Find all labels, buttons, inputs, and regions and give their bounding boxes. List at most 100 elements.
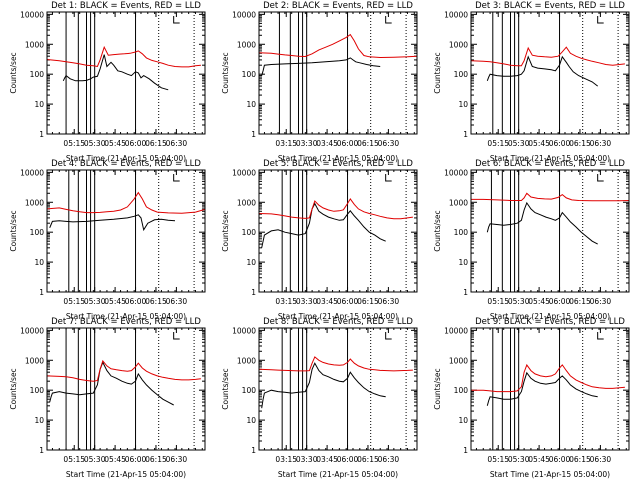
- lld-series-line: [46, 45, 201, 68]
- det-panel-5: Det 5: BLACK = Events, RED = LLD Start Ti…: [221, 159, 418, 321]
- plot-frame: [46, 327, 206, 451]
- plot-frame: [258, 327, 418, 451]
- x-tick-label: 06:30: [166, 297, 188, 306]
- y-tick-label: 100: [454, 386, 469, 395]
- y-tick-label: 1: [463, 130, 468, 139]
- x-tick-label: 06:00: [337, 139, 359, 148]
- x-tick-label: 06:15: [357, 455, 379, 464]
- y-tick-label: 100: [454, 70, 469, 79]
- bracket-glyph: [173, 16, 180, 24]
- x-tick-label: 05:15: [487, 297, 509, 306]
- x-tick-label: 03:15: [275, 455, 297, 464]
- y-tick-label: 100: [30, 228, 45, 237]
- y-tick-label: 1: [251, 130, 256, 139]
- y-tick-label: 10: [34, 258, 44, 267]
- y-axis-label: Counts/sec: [433, 52, 442, 93]
- x-tick-label: 05:15: [63, 297, 85, 306]
- y-tick-label: 10000: [232, 168, 256, 177]
- events-series-line: [62, 54, 169, 91]
- lld-series-line: [258, 197, 413, 220]
- y-tick-label: 100: [242, 228, 257, 237]
- events-series-line: [486, 55, 599, 87]
- x-axis-label: Start Time (21-Apr-15 05:04:00): [66, 312, 186, 321]
- lld-series-line: [46, 359, 201, 382]
- x-tick-label: 06:30: [378, 455, 400, 464]
- y-tick-label: 10: [246, 416, 256, 425]
- plot-frame: [470, 11, 630, 135]
- x-tick-label: 03:15: [275, 139, 297, 148]
- y-tick-label: 1000: [237, 198, 256, 207]
- events-series-line: [486, 371, 598, 406]
- x-tick-label: 05:45: [528, 139, 550, 148]
- x-tick-label: 05:45: [528, 455, 550, 464]
- plot-frame: [470, 169, 630, 293]
- y-tick-label: 100: [30, 386, 45, 395]
- plot-frame: [258, 169, 418, 293]
- y-tick-label: 100: [242, 386, 257, 395]
- y-tick-label: 1: [39, 446, 44, 455]
- y-tick-label: 1000: [237, 356, 256, 365]
- x-tick-label: 06:00: [549, 297, 571, 306]
- panel-title: Det 9: BLACK = Events, RED = LLD: [475, 317, 625, 327]
- bracket-glyph: [385, 16, 392, 24]
- x-tick-label: 05:30: [508, 455, 530, 464]
- panel-title: Det 6: BLACK = Events, RED = LLD: [475, 159, 625, 169]
- x-tick-label: 06:00: [337, 297, 359, 306]
- x-axis-label: Start Time (21-Apr-15 05:04:00): [278, 470, 398, 479]
- x-tick-label: 03:45: [316, 297, 338, 306]
- det-panel-9: Det 9: BLACK = Events, RED = LLD Start Ti…: [433, 317, 630, 479]
- y-tick-label: 1000: [25, 198, 44, 207]
- x-tick-label: 05:15: [487, 139, 509, 148]
- x-tick-label: 06:30: [166, 139, 188, 148]
- x-tick-label: 06:30: [590, 297, 612, 306]
- y-axis-label: Counts/sec: [9, 368, 18, 409]
- events-series-line: [49, 361, 174, 406]
- lld-series-line: [471, 363, 625, 393]
- y-tick-label: 1000: [449, 198, 468, 207]
- x-tick-label: 06:15: [357, 297, 379, 306]
- y-axis-label: Counts/sec: [221, 210, 230, 251]
- bracket-glyph: [597, 16, 604, 24]
- y-tick-label: 10000: [444, 168, 468, 177]
- events-series-line: [486, 201, 598, 245]
- bracket-glyph: [173, 332, 180, 340]
- plot-frame: [46, 169, 206, 293]
- y-tick-label: 10: [34, 416, 44, 425]
- x-axis-label: Start Time (21-Apr-15 05:04:00): [66, 470, 186, 479]
- x-tick-label: 06:00: [125, 139, 147, 148]
- y-tick-label: 1: [39, 288, 44, 297]
- y-tick-label: 10000: [444, 10, 468, 19]
- x-tick-label: 06:30: [590, 139, 612, 148]
- y-tick-label: 10: [458, 416, 468, 425]
- x-tick-label: 06:15: [145, 297, 167, 306]
- x-tick-label: 06:15: [569, 297, 591, 306]
- panel-title: Det 4: BLACK = Events, RED = LLD: [51, 159, 201, 169]
- det-panel-3: Det 3: BLACK = Events, RED = LLD Start Ti…: [433, 1, 630, 163]
- y-axis-label: Counts/sec: [9, 210, 18, 251]
- panel-title: Det 7: BLACK = Events, RED = LLD: [51, 317, 201, 327]
- y-tick-label: 1: [251, 446, 256, 455]
- x-tick-label: 06:00: [125, 297, 147, 306]
- x-tick-label: 03:45: [316, 455, 338, 464]
- x-tick-label: 05:45: [104, 297, 126, 306]
- y-axis-label: Counts/sec: [9, 52, 18, 93]
- x-tick-label: 06:30: [590, 455, 612, 464]
- x-axis-label: Start Time (21-Apr-15 05:04:00): [490, 154, 610, 163]
- x-tick-label: 06:15: [569, 455, 591, 464]
- x-tick-label: 05:30: [84, 455, 106, 464]
- x-tick-label: 06:30: [166, 455, 188, 464]
- det-panel-2: Det 2: BLACK = Events, RED = LLD Start Ti…: [221, 1, 418, 163]
- x-axis-label: Start Time (21-Apr-15 05:04:00): [490, 470, 610, 479]
- lld-series-line: [470, 46, 625, 67]
- y-tick-label: 1: [463, 446, 468, 455]
- y-tick-label: 100: [242, 70, 257, 79]
- plot-frame: [470, 327, 630, 451]
- y-tick-label: 10000: [20, 10, 44, 19]
- det-panel-8: Det 8: BLACK = Events, RED = LLD Start Ti…: [221, 317, 418, 479]
- bracket-glyph: [385, 174, 392, 182]
- x-tick-label: 06:00: [549, 455, 571, 464]
- panel-title: Det 2: BLACK = Events, RED = LLD: [263, 1, 413, 11]
- x-axis-label: Start Time (21-Apr-15 05:04:00): [278, 312, 398, 321]
- det-panel-4: Det 4: BLACK = Events, RED = LLD Start Ti…: [9, 159, 206, 321]
